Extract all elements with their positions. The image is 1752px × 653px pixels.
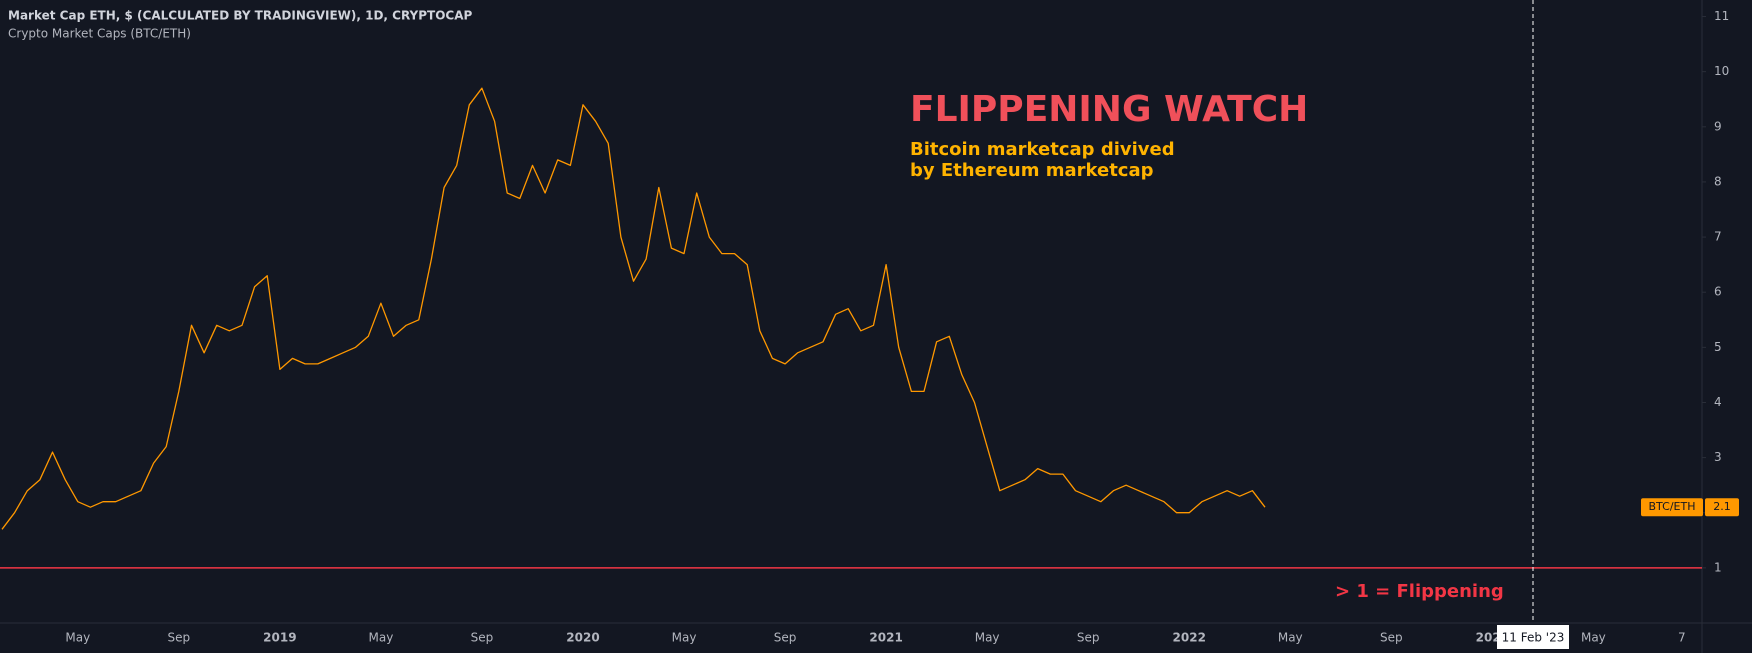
y-tick-label: 4 [1714,395,1722,409]
chart-title: FLIPPENING WATCH [910,89,1308,130]
y-tick-label: 6 [1714,285,1722,299]
y-tick-label: 11 [1714,9,1729,23]
crosshair-label: 11 Feb '23 [1502,631,1565,645]
y-tick-label: 5 [1714,340,1722,354]
header: Market Cap ETH, $ (CALCULATED BY TRADING… [8,9,473,23]
flippening-label: > 1 = Flippening [1335,581,1504,602]
y-tick-label: 8 [1714,174,1722,188]
price-tag-value-bg [1705,498,1739,517]
x-tick-label: 2020 [566,631,599,645]
crosshair-label-bg [1497,625,1569,649]
subheader: Crypto Market Caps (BTC/ETH) [8,27,191,41]
x-tick-label: 7 [1678,631,1686,645]
x-tick-label: 2021 [869,631,902,645]
x-tick-label: May [65,631,90,645]
x-tick-label: May [672,631,697,645]
subtitle-line: by Ethereum marketcap [910,160,1154,181]
x-tick-label: May [1581,631,1606,645]
x-tick-label: Sep [168,631,191,645]
x-tick-label: May [368,631,393,645]
price-tag-name: BTC/ETH [1649,500,1696,513]
x-tick-label: May [975,631,1000,645]
x-tick-label: Sep [471,631,494,645]
x-tick-label: Sep [1380,631,1403,645]
x-tick-label: 2019 [263,631,296,645]
y-tick-label: 3 [1714,450,1722,464]
series-line [1,87,1266,530]
price-tag-value: 2.1 [1713,500,1731,513]
price-tag-name-bg [1641,498,1703,517]
subtitle-line: Bitcoin marketcap divived [910,139,1175,160]
y-tick-label: 10 [1714,64,1729,78]
x-tick-label: Sep [774,631,797,645]
x-tick-label: 2022 [1173,631,1206,645]
x-tick-label: May [1278,631,1303,645]
y-tick-label: 9 [1714,119,1722,133]
y-tick-label: 7 [1714,230,1722,244]
x-tick-label: Sep [1077,631,1100,645]
y-tick-label: 1 [1714,560,1722,574]
